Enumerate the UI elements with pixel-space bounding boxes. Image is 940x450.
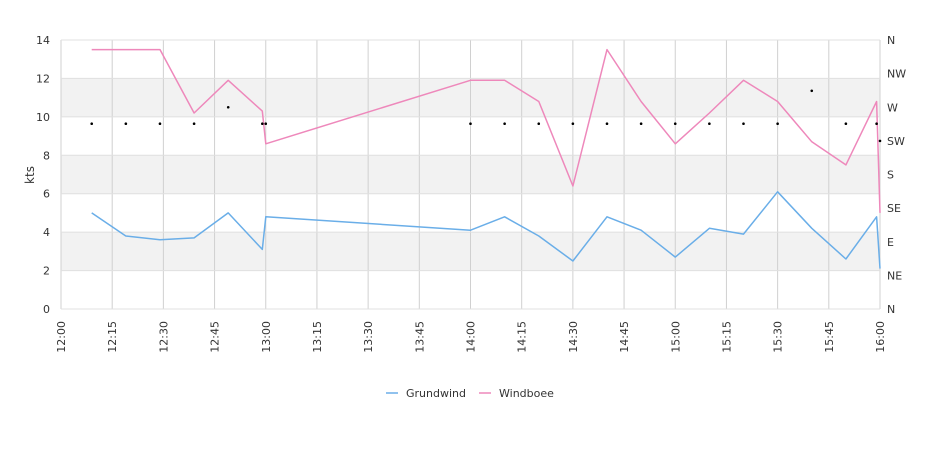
direction-point — [124, 122, 128, 125]
direction-tick-label: W — [887, 101, 898, 114]
y-tick-label: 14 — [36, 34, 50, 47]
direction-point — [875, 122, 878, 125]
direction-point — [708, 122, 711, 125]
direction-point — [571, 122, 575, 125]
x-tick-label: 15:00 — [669, 321, 682, 353]
direction-tick-label: N — [887, 303, 895, 316]
x-tick-label: 16:00 — [874, 321, 887, 353]
legend: Grundwind Windboee — [386, 387, 554, 400]
direction-point — [503, 122, 506, 125]
x-tick-label: 15:45 — [823, 321, 836, 353]
y-tick-label: 4 — [43, 226, 50, 239]
direction-point — [90, 122, 94, 125]
direction-point — [776, 122, 779, 125]
x-tick-label: 13:45 — [413, 321, 426, 353]
y-tick-label: 10 — [36, 111, 50, 124]
x-tick-label: 15:30 — [772, 321, 785, 353]
direction-tick-label: NE — [887, 269, 902, 282]
x-tick-label: 12:00 — [55, 321, 68, 353]
y-tick-label: 8 — [43, 149, 50, 162]
x-tick-label: 13:15 — [311, 321, 324, 353]
x-tick-label: 14:45 — [618, 321, 631, 353]
direction-point — [261, 122, 264, 125]
x-tick-label: 15:15 — [720, 321, 733, 353]
y-tick-label: 12 — [36, 72, 50, 85]
direction-point — [810, 89, 814, 93]
direction-point — [844, 122, 848, 125]
series-line-windboee — [91, 48, 881, 213]
direction-point — [605, 122, 609, 125]
direction-tick-label: NW — [887, 68, 906, 81]
x-tick-label: 14:30 — [567, 321, 580, 353]
y-tick-label: 0 — [43, 303, 50, 316]
direction-tick-label: SE — [887, 202, 901, 215]
legend-label: Windboee — [499, 387, 554, 400]
direction-point — [158, 122, 162, 125]
y-axis-title: kts — [23, 166, 37, 184]
x-tick-label: 14:00 — [465, 321, 478, 353]
y-tick-label: 6 — [43, 188, 50, 201]
series-line-grundwind — [91, 191, 881, 269]
direction-point — [537, 122, 541, 125]
legend-label: Grundwind — [406, 387, 466, 400]
x-tick-label: 12:15 — [106, 321, 119, 353]
x-tick-label: 13:30 — [362, 321, 375, 353]
y-axis-ticks: 0 2 4 6 8 10 12 14 — [36, 34, 50, 316]
x-axis-ticks: 12:00 12:15 12:30 12:45 13:00 13:15 13:30 13:45… — [55, 321, 887, 353]
direction-point — [639, 122, 643, 125]
direction-tick-label: E — [887, 236, 894, 249]
x-tick-label: 13:00 — [260, 321, 273, 353]
direction-tick-label: S — [887, 169, 894, 182]
direction-point — [878, 139, 882, 143]
x-tick-label: 12:45 — [209, 321, 222, 353]
x-tick-label: 12:30 — [157, 321, 170, 353]
direction-tick-label: N — [887, 34, 895, 47]
x-tick-label: 14:15 — [516, 321, 529, 353]
direction-markers — [90, 89, 882, 143]
direction-point — [192, 122, 196, 125]
direction-tick-label: SW — [887, 135, 905, 148]
series-lines — [91, 48, 881, 269]
direction-point — [264, 122, 268, 125]
direction-point — [742, 122, 745, 125]
direction-point — [226, 105, 230, 109]
direction-point — [469, 122, 472, 125]
horizontal-gridlines — [61, 39, 880, 310]
direction-axis-ticks: N NE E SE S SW W NW N — [887, 34, 906, 316]
y-tick-label: 2 — [43, 265, 50, 278]
direction-point — [673, 122, 677, 125]
